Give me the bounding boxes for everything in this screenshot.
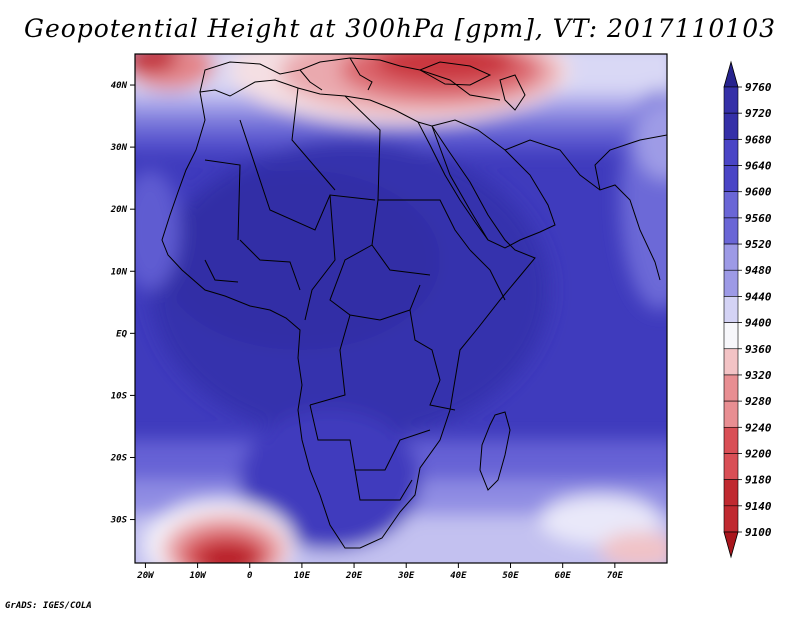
lon-label: 60E bbox=[555, 571, 572, 581]
lat-label: 10S bbox=[111, 391, 128, 401]
colorbar-label: 9180 bbox=[745, 474, 772, 487]
colorbar-swatch bbox=[723, 86, 739, 114]
colorbar-swatch bbox=[723, 191, 739, 219]
lon-label: 40E bbox=[450, 571, 467, 581]
lon-label: 0 bbox=[247, 571, 253, 581]
colorbar-label: 9280 bbox=[745, 395, 772, 408]
colorbar-label: 9320 bbox=[745, 369, 772, 382]
colorbar-top-arrow bbox=[723, 60, 739, 88]
lon-label: 70E bbox=[607, 571, 624, 581]
lat-label: 20N bbox=[110, 205, 128, 215]
colorbar-label: 9480 bbox=[745, 264, 772, 277]
colorbar-swatch bbox=[723, 217, 739, 245]
colorbar-swatch bbox=[723, 322, 739, 350]
colorbar-bottom-arrow bbox=[723, 531, 739, 559]
map-title: Geopotential Height at 300hPa [gpm], VT:… bbox=[23, 14, 777, 43]
lat-label: 30S bbox=[110, 516, 128, 526]
colorbar-label: 9360 bbox=[745, 343, 772, 356]
colorbar-label: 9760 bbox=[745, 81, 772, 94]
colorbar-label: 9560 bbox=[745, 212, 772, 225]
credit-text: GrADS: IGES/COLA bbox=[5, 601, 92, 611]
map-frame bbox=[134, 53, 668, 564]
lon-label: 20E bbox=[345, 571, 363, 581]
colorbar-swatch bbox=[723, 453, 739, 480]
colorbar-label: 9400 bbox=[745, 317, 772, 330]
colorbar-swatch bbox=[723, 243, 739, 271]
lat-label: 20S bbox=[110, 453, 128, 463]
lat-label: 40N bbox=[111, 81, 128, 91]
colorbar: 9760 9720 9680 9640 9600 9560 9520 9480 9440 9400… bbox=[723, 60, 772, 559]
colorbar-label: 9640 bbox=[745, 160, 772, 173]
colorbar-swatch bbox=[723, 112, 739, 140]
longitude-axis: 20W 10W 0 10E 20E 30E 40E 50E 60E 70E bbox=[136, 563, 624, 581]
colorbar-swatch bbox=[723, 165, 739, 193]
colorbar-swatch bbox=[723, 269, 739, 297]
lat-label: 30N bbox=[110, 143, 128, 153]
colorbar-swatch bbox=[723, 479, 739, 507]
colorbar-swatch bbox=[723, 139, 739, 166]
coastlines bbox=[161, 57, 667, 549]
lat-label: EQ bbox=[116, 329, 127, 339]
lon-label: 10E bbox=[294, 571, 311, 581]
colorbar-swatch bbox=[723, 505, 739, 533]
colorbar-label: 9100 bbox=[745, 526, 772, 539]
geopotential-field bbox=[135, 54, 667, 563]
colorbar-swatch bbox=[723, 296, 739, 323]
colorbar-label: 9520 bbox=[745, 238, 772, 251]
lon-label: 10W bbox=[189, 571, 207, 581]
colorbar-swatch bbox=[723, 426, 739, 454]
colorbar-label: 9240 bbox=[745, 421, 772, 434]
latitude-axis: 40N 30N 20N 10N EQ 10S 20S 30S bbox=[110, 81, 135, 526]
colorbar-swatch bbox=[723, 374, 739, 402]
lat-label: 10N bbox=[111, 267, 128, 277]
lon-label: 50E bbox=[502, 571, 519, 581]
colorbar-swatch bbox=[723, 400, 739, 428]
lon-label: 20W bbox=[136, 571, 155, 581]
colorbar-label: 9720 bbox=[745, 107, 772, 120]
colorbar-label: 9140 bbox=[745, 500, 772, 513]
colorbar-swatch bbox=[723, 348, 739, 376]
colorbar-label: 9680 bbox=[745, 133, 772, 146]
colorbar-label: 9200 bbox=[745, 447, 772, 460]
colorbar-label: 9440 bbox=[745, 290, 772, 303]
lon-label: 30E bbox=[397, 571, 415, 581]
colorbar-label: 9600 bbox=[745, 186, 772, 199]
